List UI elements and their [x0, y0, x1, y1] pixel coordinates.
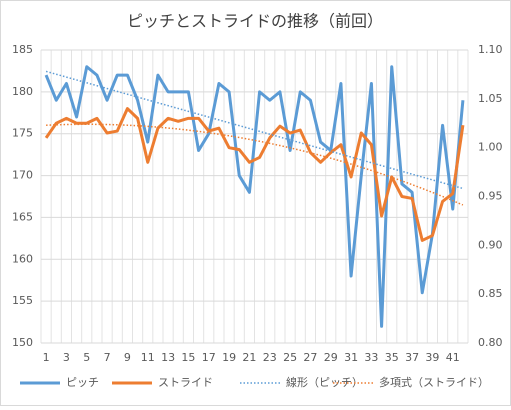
series-line [44, 65, 465, 328]
y2-tick-label: 0.80 [478, 336, 503, 349]
y2-tick-label: 0.85 [478, 287, 503, 300]
legend-label: 線形（ピッチ） [286, 375, 363, 389]
series-line [44, 107, 465, 242]
x-tick-label: 29 [324, 351, 338, 364]
legend-label: ピッチ [66, 376, 99, 389]
x-tick-label: 15 [181, 351, 195, 364]
x-tick-label: 19 [222, 351, 236, 364]
y2-tick-label: 1.05 [478, 92, 503, 105]
x-tick-label: 5 [83, 351, 90, 364]
x-tick-label: 33 [364, 351, 378, 364]
legend-label: ストライド [158, 376, 213, 389]
x-tick-label: 9 [124, 351, 131, 364]
legend-label: 多項式（ストライド） [379, 375, 489, 389]
x-tick-label: 11 [141, 351, 155, 364]
y2-tick-label: 1.00 [478, 141, 503, 154]
y-tick-label: 170 [12, 169, 33, 182]
x-tick-label: 13 [161, 351, 175, 364]
x-tick-label: 35 [385, 351, 399, 364]
y2-tick-label: 0.90 [478, 238, 503, 251]
x-tick-label: 7 [104, 351, 111, 364]
x-tick-label: 41 [446, 351, 460, 364]
y2-tick-label: 0.95 [478, 190, 503, 203]
x-tick-label: 3 [63, 351, 70, 364]
y2-tick-label: 1.10 [478, 43, 503, 56]
trendline [45, 70, 464, 190]
x-tick-label: 39 [425, 351, 439, 364]
x-tick-label: 1 [43, 351, 50, 364]
trendline [46, 123, 464, 206]
y-tick-label: 185 [12, 43, 33, 56]
y-tick-label: 150 [12, 336, 33, 349]
x-tick-label: 21 [242, 351, 256, 364]
y-tick-label: 160 [12, 252, 33, 265]
x-tick-label: 25 [283, 351, 297, 364]
x-tick-label: 23 [263, 351, 277, 364]
y-tick-label: 155 [12, 294, 33, 307]
x-tick-label: 37 [405, 351, 419, 364]
x-tick-label: 17 [202, 351, 216, 364]
y-tick-label: 165 [12, 210, 33, 223]
y-tick-label: 175 [12, 127, 33, 140]
x-tick-label: 27 [303, 351, 317, 364]
y-tick-label: 180 [12, 85, 33, 98]
x-tick-label: 31 [344, 351, 358, 364]
chart-title: ピッチとストライドの推移（前回） [127, 12, 383, 31]
